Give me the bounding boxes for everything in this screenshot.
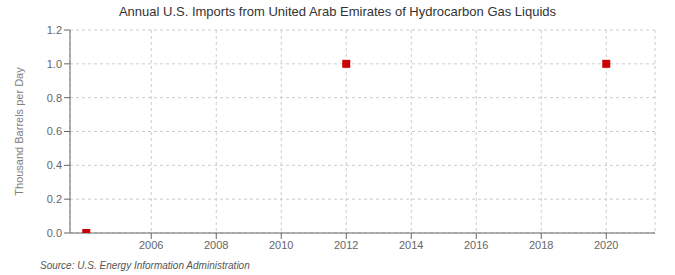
svg-text:Thousand Barrels per Day: Thousand Barrels per Day — [13, 67, 25, 196]
svg-text:2014: 2014 — [399, 239, 423, 251]
svg-text:1.2: 1.2 — [47, 24, 62, 36]
svg-text:1.0: 1.0 — [47, 58, 62, 70]
svg-text:0.2: 0.2 — [47, 193, 62, 205]
svg-text:2016: 2016 — [464, 239, 488, 251]
svg-text:0.8: 0.8 — [47, 92, 62, 104]
html-text:Source: U.S. Energy Informatio: Source: U.S. Energy Information Administ… — [40, 260, 250, 271]
svg-text:0.4: 0.4 — [47, 159, 62, 171]
svg-text:2008: 2008 — [204, 239, 228, 251]
svg-text:2006: 2006 — [139, 239, 163, 251]
svg-text:0.6: 0.6 — [47, 125, 62, 137]
svg-text:2020: 2020 — [594, 239, 618, 251]
svg-text:2010: 2010 — [269, 239, 293, 251]
html-text:Annual U.S. Imports from Unite: Annual U.S. Imports from United Arab Emi… — [118, 4, 557, 19]
svg-text:2018: 2018 — [529, 239, 553, 251]
svg-text:0.0: 0.0 — [47, 227, 62, 239]
svg-text:2012: 2012 — [334, 239, 358, 251]
